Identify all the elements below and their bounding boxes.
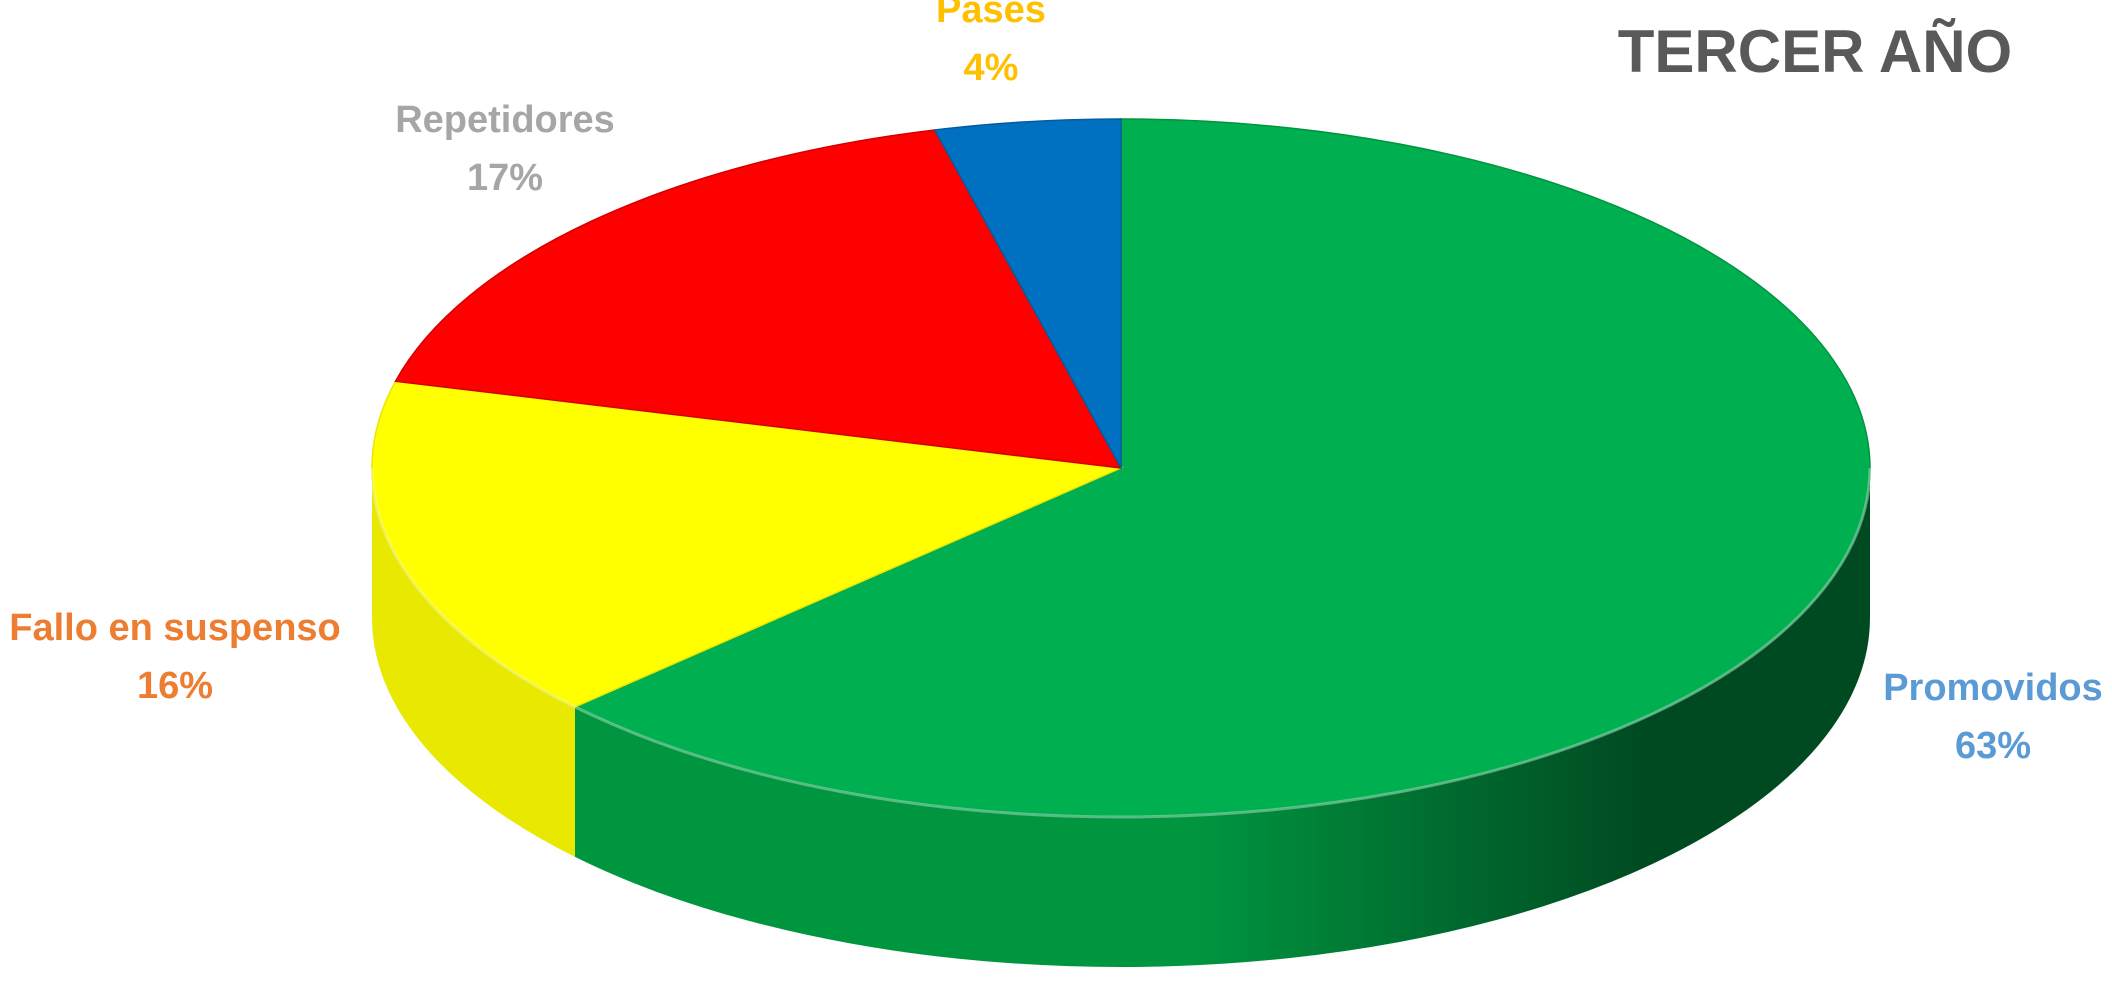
slice-percent-promovidos: 63% (1955, 725, 2031, 767)
pie-slice-fallo-en-suspenso (371, 380, 1124, 708)
slice-percent-pases: 4% (964, 47, 1019, 89)
pie-slice-promovidos (573, 118, 1871, 818)
slice-label-pases: Pases (936, 0, 1046, 31)
pie-slice-repetidores (394, 129, 1123, 469)
slice-percent-repetidores: 17% (467, 157, 543, 199)
slice-label-fallo-en-suspenso: Fallo en suspenso (9, 607, 341, 649)
pie-slice-pases (933, 118, 1122, 469)
slice-label-repetidores: Repetidores (395, 99, 615, 141)
label-group: Promovidos 63% Fallo en suspenso 16% Repetid… (9, 0, 2103, 767)
slice-label-promovidos: Promovidos (1883, 667, 2103, 709)
chart-title: TERCER AÑO (1618, 18, 2012, 85)
slice-percent-fallo-en-suspenso: 16% (137, 665, 213, 707)
pie-side-promovidos (575, 468, 1871, 968)
pie-rim-highlight (370, 467, 1872, 819)
pie-group (370, 118, 1872, 968)
pie-side-fallo-en-suspenso (372, 468, 576, 857)
